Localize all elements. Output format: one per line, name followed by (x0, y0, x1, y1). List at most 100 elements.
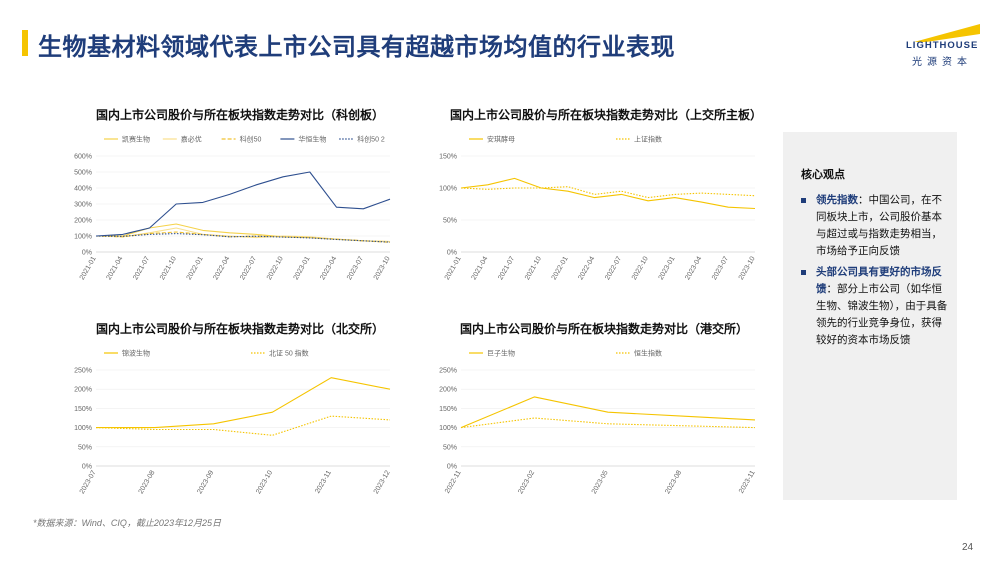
x-tick-label: 2022-01 (186, 255, 205, 281)
series-line-1 (460, 186, 756, 199)
x-tick-label: 2022-01 (551, 255, 570, 281)
legend-label-1: 北证 50 指数 (269, 349, 309, 358)
y-tick-label: 250% (439, 368, 457, 375)
y-tick-label: 100% (439, 186, 457, 193)
chart-bse: 锦波生物 北证 50 指数 0% 50% 100% 150% 200% 250% 2023-07… (74, 349, 392, 496)
x-tick-label: 2023-12 (373, 469, 392, 495)
y-tick-label: 200% (74, 387, 92, 394)
bullet-1-highlight: 领先指数 (816, 194, 858, 206)
y-tick-label: 400% (74, 186, 92, 193)
series-line-3 (95, 171, 391, 237)
x-tick-label: 2021-01 (79, 255, 98, 281)
legend-label-1: 恒生指数 (634, 349, 662, 358)
chart-hkex: 巨子生物 恒生指数 0% 50% 100% 150% 200% 250% 2022-11 2023… (439, 349, 757, 496)
x-tick-label: 2023-11 (738, 469, 757, 494)
lighthouse-logo-icon (914, 24, 980, 42)
x-tick-label: 2021-04 (106, 255, 125, 281)
title-accent-bar (22, 30, 28, 56)
x-tick-label: 2023-10 (373, 255, 392, 281)
y-tick-label: 0% (447, 464, 457, 471)
page-number: 24 (962, 542, 974, 553)
chart-title-sse-main: 国内上市公司股价与所在板块指数走势对比（上交所主板） (450, 108, 763, 122)
x-tick-label: 2021-10 (524, 255, 543, 281)
x-tick-label: 2022-07 (239, 255, 258, 281)
bullet-1: 领先指数：中国公司，在不同板块上市，公司股价基本与超过或与指数走势相当，市场给予… (801, 192, 951, 260)
x-tick-label: 2023-05 (591, 469, 610, 495)
legend-label-0: 凯赛生物 (122, 135, 150, 144)
x-tick-label: 2023-07 (346, 255, 365, 281)
series-line-1 (460, 417, 756, 429)
y-tick-label: 0% (82, 250, 92, 257)
y-tick-label: 200% (439, 387, 457, 394)
y-tick-label: 150% (439, 406, 457, 413)
y-tick-label: 0% (447, 250, 457, 257)
logo-text-cn: 光源资本 (912, 57, 972, 68)
x-tick-label: 2022-04 (577, 255, 596, 281)
data-source-note: *数据来源：Wind、CIQ，截止2023年12月25日 (33, 518, 221, 528)
y-tick-label: 250% (74, 368, 92, 375)
legend-label-3: 华恒生物 (298, 135, 326, 144)
legend-label-1: 嘉必优 (181, 135, 202, 144)
legend-label-0: 巨子生物 (487, 349, 515, 358)
x-tick-label: 2022-11 (444, 469, 463, 494)
bullet-2-text: ：部分上市公司（如华恒生物、锦波生物），由于具备领先的行业竞争身位，获得较好的资… (816, 283, 948, 346)
key-points-panel: 核心观点 领先指数：中国公司，在不同板块上市，公司股价基本与超过或与指数走势相当… (783, 132, 957, 500)
x-tick-label: 2023-08 (664, 469, 683, 495)
chart-title-star-market: 国内上市公司股价与所在板块指数走势对比（科创板） (96, 108, 385, 122)
x-tick-label: 2021-07 (497, 255, 516, 281)
x-tick-label: 2023-09 (196, 469, 215, 495)
x-tick-label: 2023-01 (658, 255, 677, 281)
y-tick-label: 600% (74, 154, 92, 161)
x-tick-label: 2022-10 (266, 255, 285, 281)
chart-title-bse: 国内上市公司股价与所在板块指数走势对比（北交所） (96, 322, 385, 336)
legend-label-0: 锦波生物 (122, 349, 150, 358)
logo-text-en: LIGHTHOUSE (906, 40, 979, 51)
legend-label-2: 科创50 (240, 135, 262, 144)
chart-title-hkex: 国内上市公司股价与所在板块指数走势对比（港交所） (460, 322, 749, 336)
x-tick-label: 2023-01 (293, 255, 312, 281)
y-tick-label: 50% (443, 444, 457, 451)
x-tick-label: 2023-10 (738, 255, 757, 281)
x-tick-label: 2023-10 (255, 469, 274, 495)
x-tick-label: 2023-04 (684, 255, 703, 281)
x-tick-label: 2023-08 (138, 469, 157, 495)
series-line-0 (460, 177, 756, 210)
bullet-2: 头部公司具有更好的市场反馈：部分上市公司（如华恒生物、锦波生物），由于具备领先的… (801, 264, 951, 349)
y-tick-label: 150% (439, 154, 457, 161)
y-tick-label: 150% (74, 406, 92, 413)
y-tick-label: 50% (443, 218, 457, 225)
y-tick-label: 100% (74, 234, 92, 241)
bullet-square-icon (801, 270, 806, 275)
series-line-0 (96, 223, 391, 243)
series-line-0 (460, 396, 756, 429)
chart-star-market: 凯赛生物 嘉必优 科创50 华恒生物 科创50 2 0% 100% 200% 300% 400% 5… (74, 135, 392, 282)
x-tick-label: 2023-04 (319, 255, 338, 281)
chart-sse-main: 安琪酵母 上证指数 0% 50% 100% 150% 2021-01 2021-04 2021-… (439, 135, 757, 282)
x-tick-label: 2023-02 (517, 469, 536, 495)
y-tick-label: 50% (78, 444, 92, 451)
x-tick-label: 2023-11 (314, 469, 333, 494)
series-line-1 (95, 415, 391, 436)
y-tick-label: 100% (74, 425, 92, 432)
legend-label-1: 上证指数 (634, 135, 662, 144)
x-tick-label: 2023-07 (79, 469, 98, 495)
y-tick-label: 0% (82, 464, 92, 471)
y-tick-label: 200% (74, 218, 92, 225)
panel-title: 核心观点 (801, 169, 845, 181)
x-tick-label: 2021-07 (132, 255, 151, 281)
y-tick-label: 500% (74, 170, 92, 177)
x-tick-label: 2022-04 (212, 255, 231, 281)
bullet-1-text: ：中国公司，在不同板块上市，公司股价基本与超过或与指数走势相当，市场给予正向反馈 (816, 194, 942, 257)
x-tick-label: 2023-07 (711, 255, 730, 281)
legend-label-4: 科创50 2 (357, 135, 385, 144)
x-tick-label: 2021-01 (444, 255, 463, 281)
y-tick-label: 100% (439, 425, 457, 432)
x-tick-label: 2021-04 (471, 255, 490, 281)
bullet-2-highlight: 头部公司具有更好的市场反馈 (816, 266, 942, 295)
x-tick-label: 2022-10 (631, 255, 650, 281)
bullet-square-icon (801, 198, 806, 203)
series-line-0 (96, 377, 391, 429)
legend-label-0: 安琪酵母 (487, 135, 515, 144)
series-line-4 (95, 233, 391, 243)
y-tick-label: 300% (74, 202, 92, 209)
